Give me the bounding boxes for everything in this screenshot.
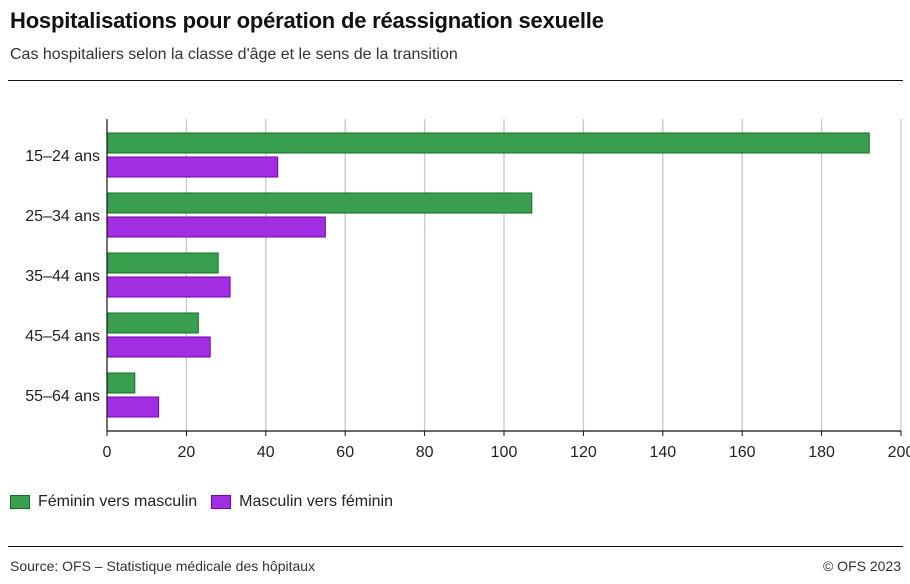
legend-swatch-masculin-vers-feminin [211, 495, 232, 509]
legend: Féminin vers masculin Masculin vers fémi… [10, 493, 407, 511]
x-tick-label: 80 [416, 444, 434, 461]
x-tick-label: 40 [257, 444, 275, 461]
chart-subtitle: Cas hospitaliers selon la classe d'âge e… [10, 46, 458, 63]
y-category-label: 25–34 ans [25, 208, 100, 225]
bar [106, 192, 533, 214]
source-note: Source: OFS – Statistique médicale des h… [10, 558, 316, 574]
bar [106, 252, 219, 274]
bar-chart: 0 20 40 60 80 100 120 140 160 180 200 15–24 ans 25–3… [25, 119, 910, 461]
legend-label-masculin-vers-feminin: Masculin vers féminin [239, 493, 393, 510]
x-tick-label: 160 [729, 444, 756, 461]
bar [106, 372, 136, 394]
x-tick-label: 20 [178, 444, 196, 461]
bar [106, 216, 326, 238]
y-category-label: 15–24 ans [25, 148, 100, 165]
bar [106, 276, 231, 298]
copyright-note: © OFS 2023 [822, 558, 901, 574]
x-tick-label: 180 [808, 444, 835, 461]
x-tick-label: 0 [103, 444, 112, 461]
bar [106, 132, 870, 154]
y-category-label: 35–44 ans [25, 268, 100, 285]
bar [106, 336, 211, 358]
x-tick-label: 100 [491, 444, 518, 461]
legend-item-masculin-vers-feminin: Masculin vers féminin [211, 493, 393, 511]
y-category-label: 55–64 ans [25, 388, 100, 405]
legend-item-feminin-vers-masculin: Féminin vers masculin [10, 493, 197, 511]
bar [106, 396, 160, 418]
chart-title: Hospitalisations pour opération de réass… [10, 8, 604, 33]
legend-label-feminin-vers-masculin: Féminin vers masculin [38, 493, 198, 510]
x-tick-label: 60 [336, 444, 354, 461]
x-tick-label: 200 [888, 444, 910, 461]
y-category-label: 45–54 ans [25, 328, 100, 345]
x-tick-label: 140 [649, 444, 676, 461]
bar [106, 156, 279, 178]
bar [106, 312, 199, 334]
top-divider [8, 80, 903, 81]
bottom-divider [8, 546, 903, 547]
legend-swatch-feminin-vers-masculin [10, 495, 30, 509]
x-tick-label: 120 [570, 444, 597, 461]
